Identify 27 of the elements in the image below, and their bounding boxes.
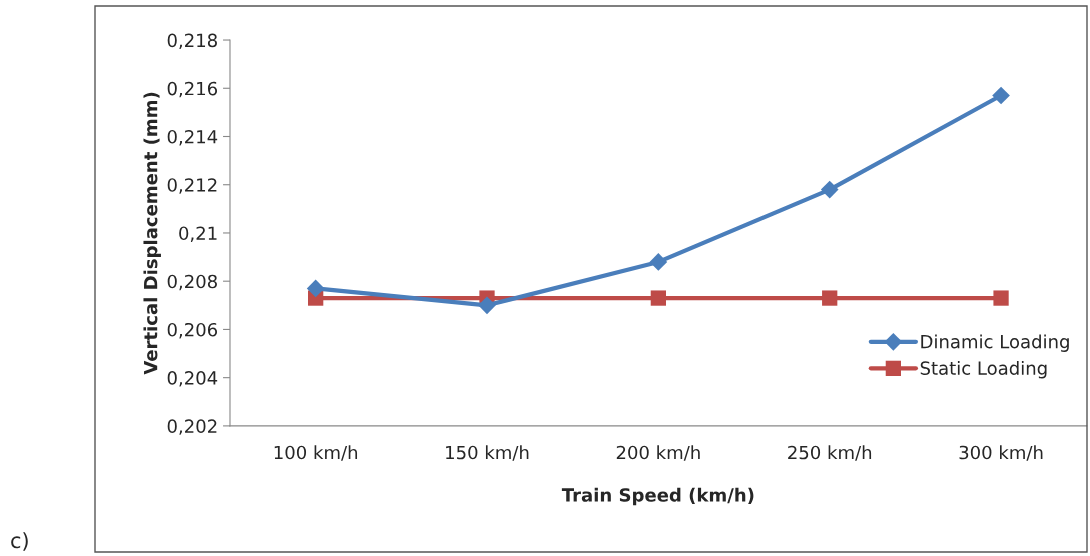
legend-label: Dinamic Loading [921,334,1069,352]
y-tick-label: 0,212 [167,178,217,194]
legend-label: Static Loading [920,360,1047,379]
x-tick-label: 100 km/h [274,445,358,461]
y-tick-label: 0,204 [167,371,218,387]
x-tick-label: 200 km/h [616,445,700,461]
point [993,290,1009,306]
y-tick-label: 0,218 [167,33,217,49]
point [649,253,668,271]
point [992,86,1010,105]
text: c) [11,532,28,551]
x-tick-label: 300 km/h [959,445,1043,461]
y-tick-label: 0,214 [167,129,218,146]
y-tick-label: 0,202 [167,419,217,435]
point [822,290,838,306]
y-tick-label: 0,206 [167,322,218,339]
y-tick-label: 0,216 [167,81,218,98]
point [820,180,839,199]
x-tick-label: 150 km/h [446,445,529,461]
y-tick-label: 0,208 [167,274,217,291]
point [650,290,666,306]
x-tick-label: 250 km/h [788,445,872,461]
x-axis-title: Train Speed (km/h) [561,487,754,506]
point [306,279,325,298]
point [478,296,496,315]
y-tick-label: 0,21 [179,226,217,242]
y-axis-title: Vertical Displacement (mm) [143,92,161,375]
